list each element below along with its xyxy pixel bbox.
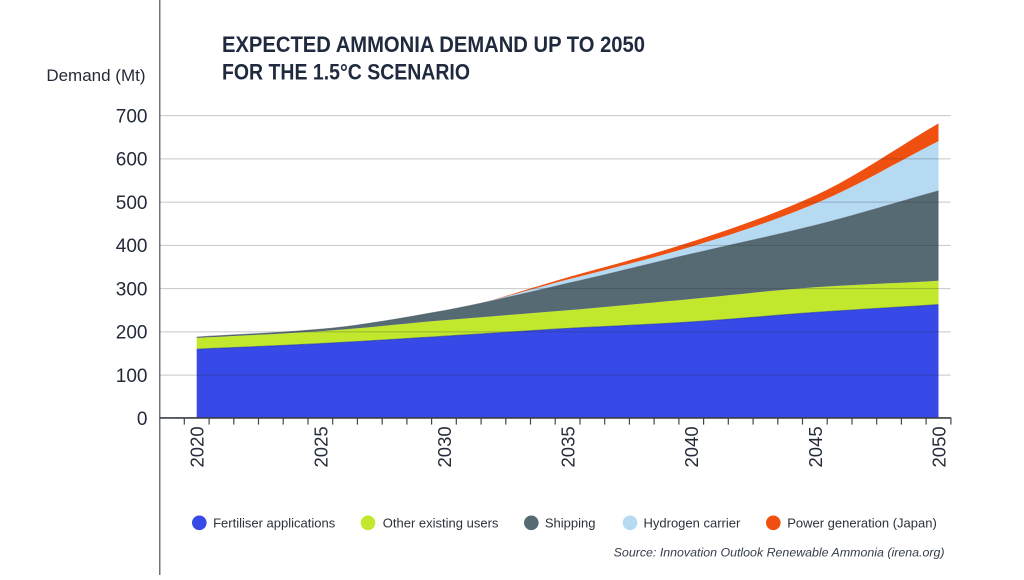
svg-text:2035: 2035 (558, 426, 579, 467)
svg-text:Hydrogen carrier: Hydrogen carrier (644, 516, 741, 531)
svg-text:2050: 2050 (929, 426, 950, 467)
svg-text:500: 500 (116, 193, 148, 214)
svg-text:FOR THE 1.5°C SCENARIO: FOR THE 1.5°C SCENARIO (222, 59, 470, 84)
svg-text:600: 600 (116, 150, 148, 171)
svg-text:2025: 2025 (310, 426, 331, 467)
svg-text:200: 200 (116, 323, 148, 344)
svg-text:300: 300 (116, 279, 148, 300)
svg-text:2020: 2020 (187, 426, 208, 467)
svg-text:2045: 2045 (805, 426, 826, 467)
svg-text:0: 0 (137, 409, 148, 430)
svg-text:Source: Innovation Outlook Ren: Source: Innovation Outlook Renewable Amm… (614, 546, 945, 560)
svg-text:EXPECTED AMMONIA DEMAND UP TO: EXPECTED AMMONIA DEMAND UP TO 2050 (222, 32, 645, 57)
svg-text:2030: 2030 (434, 426, 455, 467)
svg-text:700: 700 (116, 106, 148, 127)
svg-text:Demand (Mt): Demand (Mt) (46, 66, 145, 85)
svg-text:2040: 2040 (681, 426, 702, 467)
svg-text:100: 100 (116, 366, 148, 387)
svg-text:Fertiliser applications: Fertiliser applications (213, 516, 336, 531)
svg-text:Power generation (Japan): Power generation (Japan) (787, 516, 937, 531)
svg-text:Other existing users: Other existing users (383, 516, 499, 531)
svg-text:400: 400 (116, 236, 148, 257)
svg-text:Shipping: Shipping (545, 516, 596, 531)
